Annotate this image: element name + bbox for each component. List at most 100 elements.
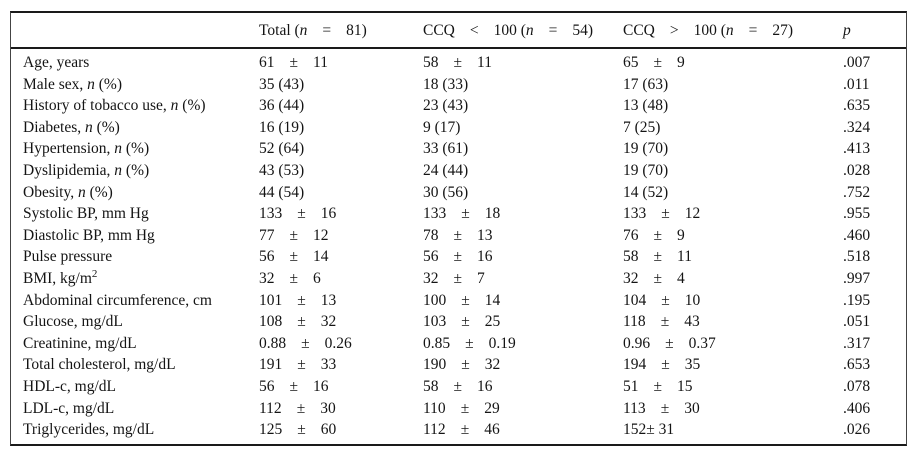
- plus-minus-symbol: ±: [461, 205, 470, 223]
- plus-minus-symbol: ±: [289, 248, 299, 266]
- text-segment: 100 (: [693, 21, 726, 39]
- cell-ccq-lt-100: 33 (61): [423, 138, 623, 160]
- cell-total: 44 (54): [259, 182, 423, 204]
- value-mean: 58: [623, 248, 639, 266]
- text-segment: Male sex,: [23, 75, 88, 93]
- table-row: Male sex, n (%) 35 (43) 18 (33) 17 (63) …: [11, 74, 906, 96]
- value-mean: 14 (52): [623, 183, 669, 201]
- value-sd: 46: [484, 421, 500, 439]
- text-segment: (%): [122, 161, 150, 179]
- cell-ccq-gt-100: 7 (25): [623, 117, 843, 139]
- cell-p-value: .518: [843, 248, 871, 266]
- value-mean: 100: [423, 291, 447, 309]
- cell-total: 108 ±32: [259, 311, 423, 333]
- table-row: LDL-c, mg/dL 112 ±30 110 ±29 113 ±30 .406: [11, 398, 906, 420]
- table-row: Total cholesterol, mg/dL 191 ±33 190 ±32 1…: [11, 354, 906, 376]
- plus-minus-symbol: ±: [660, 313, 670, 331]
- table-row: HDL-c, mg/dL 56 ±16 58 ±16 51 ±15 .078: [11, 376, 906, 398]
- cell-total: 61 ±11: [259, 52, 423, 74]
- col-header-ccq-gt-100: CCQ >100 (n = 27): [623, 22, 843, 40]
- text-segment: HDL-c, mg/dL: [23, 377, 116, 395]
- value-mean: 113: [623, 399, 646, 417]
- value-mean: 112: [423, 421, 446, 439]
- value-sd: 9: [677, 226, 685, 244]
- cell-total: 133 ±16: [259, 203, 423, 225]
- text-segment: Obesity,: [23, 183, 78, 201]
- value-mean: 133: [259, 205, 283, 223]
- plus-minus-symbol: ±: [289, 377, 299, 395]
- cell-ccq-lt-100: 100 ±14: [423, 290, 623, 312]
- plus-minus-symbol: ±: [461, 356, 470, 374]
- cell-ccq-gt-100: 17 (63): [623, 74, 843, 96]
- value-mean: 17 (63): [623, 75, 669, 93]
- plus-minus-symbol: ±: [289, 54, 299, 71]
- value-sd: 16: [477, 377, 493, 395]
- row-label: Dyslipidemia, n (%): [11, 160, 259, 182]
- cell-ccq-gt-100: 113 ±30: [623, 398, 843, 420]
- value-mean: 24 (44): [423, 161, 469, 179]
- value-mean: 61: [259, 54, 275, 71]
- value-mean: 9 (17): [423, 118, 461, 136]
- plus-minus-symbol: ±: [453, 377, 463, 395]
- table-row: Creatinine, mg/dL 0.88 ±0.26 0.85 ±0.19 0.…: [11, 333, 906, 355]
- col-header-ccq-lt-100: CCQ <100 (n = 54): [423, 22, 623, 40]
- cell-total: 56 ±14: [259, 246, 423, 268]
- value-mean: 30 (56): [423, 183, 469, 201]
- text-segment: (%): [178, 97, 206, 115]
- plus-minus-symbol: ±: [461, 291, 470, 309]
- text-segment: Dyslipidemia,: [23, 161, 115, 179]
- cell-ccq-gt-100: 14 (52): [623, 182, 843, 204]
- row-label: LDL-c, mg/dL: [11, 398, 259, 420]
- table-row: Hypertension, n (%) 52 (64) 33 (61) 19 (…: [11, 138, 906, 160]
- table-row: Obesity, n (%) 44 (54) 30 (56) 14 (52) .…: [11, 182, 906, 204]
- text-segment: n: [114, 140, 123, 158]
- cell-p-value: .406: [843, 399, 871, 417]
- cell-ccq-lt-100: 103 ±25: [423, 311, 623, 333]
- cell-ccq-gt-100: 19 (70): [623, 138, 843, 160]
- value-mean: 76: [623, 226, 639, 244]
- plus-minus-symbol: ±: [453, 248, 463, 266]
- plus-minus-symbol: ±: [289, 269, 299, 287]
- value-mean: 103: [423, 313, 447, 331]
- value-mean: 133: [423, 205, 447, 223]
- value-sd: 11: [677, 248, 692, 266]
- plus-minus-symbol: ±: [653, 269, 663, 287]
- cell-ccq-lt-100: 18 (33): [423, 74, 623, 96]
- text-segment: LDL-c, mg/dL: [23, 399, 115, 417]
- row-label: Glucose, mg/dL: [11, 311, 259, 333]
- row-label: Male sex, n (%): [11, 74, 259, 96]
- value-mean: 35 (43): [259, 75, 305, 93]
- cell-p-value: .051: [843, 313, 871, 331]
- text-segment: Abdominal circumference, cm: [23, 291, 212, 309]
- value-mean: 13 (48): [623, 97, 669, 115]
- plus-minus-symbol: ±: [653, 54, 663, 71]
- table-row: Diabetes, n (%) 16 (19) 9 (17) 7 (25) .3…: [11, 117, 906, 139]
- table-row: Dyslipidemia, n (%) 43 (53) 24 (44) 19 (…: [11, 160, 906, 182]
- value-sd: 14: [484, 291, 501, 309]
- value-mean: 44 (54): [259, 183, 305, 201]
- plus-minus-symbol: ±: [653, 226, 663, 244]
- value-mean: 152± 31: [623, 421, 675, 439]
- cell-p-value: .078: [843, 377, 871, 395]
- value-sd: 9: [677, 54, 685, 71]
- row-label: HDL-c, mg/dL: [11, 376, 259, 398]
- text-segment: BMI, kg/m: [23, 269, 92, 287]
- text-segment: (%): [92, 118, 120, 136]
- value-mean: 118: [623, 313, 646, 331]
- cell-ccq-lt-100: 110 ±29: [423, 398, 623, 420]
- patient-characteristics-table: Total (n = 81) CCQ <100 (n = 54) CCQ >100 (n = 27)…: [10, 11, 907, 446]
- value-sd: 14: [313, 248, 329, 266]
- value-mean: 194: [623, 356, 647, 374]
- row-label: Obesity, n (%): [11, 182, 259, 204]
- cell-p-value: .324: [843, 118, 871, 136]
- table-row: Triglycerides, mg/dL 125 ±60 112 ±46 152± …: [11, 419, 906, 441]
- table-row: Systolic BP, mm Hg 133 ±16 133 ±18 133 ±12 …: [11, 203, 906, 225]
- value-sd: 35: [684, 356, 701, 374]
- cell-ccq-lt-100: 112 ±46: [423, 419, 623, 441]
- text-segment: =: [748, 21, 758, 39]
- value-mean: 0.88: [259, 334, 287, 352]
- plus-minus-symbol: ±: [453, 226, 463, 244]
- value-sd: 32: [484, 356, 501, 374]
- cell-ccq-gt-100: 76 ±9: [623, 225, 843, 247]
- text-segment: Pulse pressure: [23, 248, 113, 266]
